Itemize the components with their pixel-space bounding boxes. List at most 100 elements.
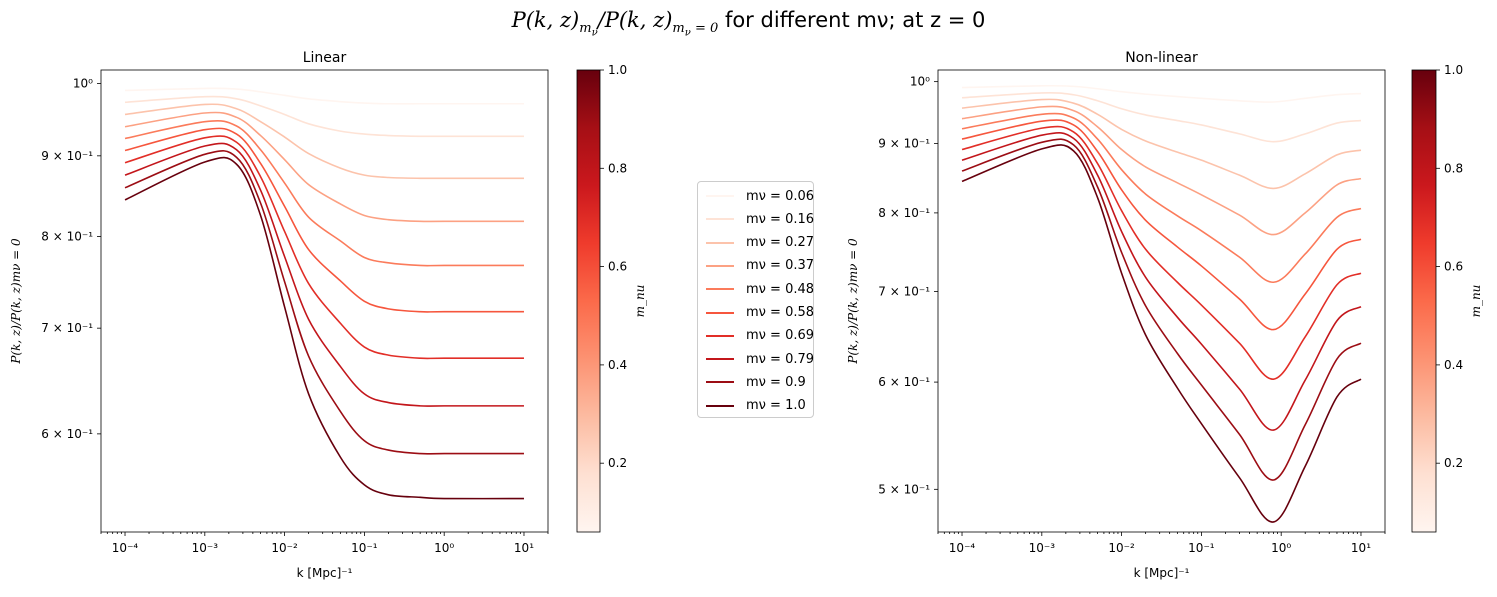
series-line-mnu-0.69 bbox=[961, 125, 1362, 380]
y-tick-label: 8 × 10⁻¹ bbox=[878, 206, 930, 220]
y-tick-label: 9 × 10⁻¹ bbox=[878, 137, 930, 151]
colorbar-nonlinear: 0.2 0.4 0.6 0.8 1.0 m_nu bbox=[1411, 63, 1483, 533]
y-axis-label: P(k, z)/P(k, z)mν = 0 bbox=[9, 238, 23, 365]
legend-item: mν = 0.06 bbox=[706, 186, 814, 206]
series-line-mnu-0.79 bbox=[124, 142, 524, 407]
legend-label: mν = 0.27 bbox=[746, 235, 815, 251]
legend: mν = 0.06 mν = 0.16 mν = 0.27 mν = 0.37 mν =… bbox=[697, 181, 814, 418]
axes-title: Non-linear bbox=[1125, 50, 1198, 66]
series-line-mnu-0.58 bbox=[961, 119, 1362, 331]
legend-item: mν = 0.79 bbox=[706, 349, 814, 369]
colorbar-tick-label: 0.8 bbox=[1444, 161, 1463, 175]
colorbar-tick-label: 0.4 bbox=[1444, 358, 1463, 372]
series-line-mnu-0.16 bbox=[124, 95, 524, 138]
x-tick-label: 10⁰ bbox=[434, 541, 454, 555]
y-tick-label: 10⁰ bbox=[910, 75, 930, 89]
x-axis-label: k [Mpc]⁻¹ bbox=[1134, 566, 1190, 580]
x-tick-label: 10⁻³ bbox=[192, 541, 219, 555]
y-tick-label: 8 × 10⁻¹ bbox=[41, 230, 93, 244]
x-tick-label: 10⁻² bbox=[271, 541, 298, 555]
legend-label: mν = 0.69 bbox=[746, 328, 815, 344]
legend-item: mν = 0.69 bbox=[706, 326, 814, 346]
series-line-mnu-0.37 bbox=[124, 111, 524, 223]
legend-item: mν = 1.0 bbox=[706, 396, 806, 416]
series-line-mnu-0.9 bbox=[961, 138, 1362, 481]
colorbar-tick-label: 0.6 bbox=[1444, 260, 1463, 274]
axes-linear: 10⁻⁴ 10⁻³ 10⁻² 10⁻¹ 10⁰ 10¹ 6 × 10⁻¹ 7 × 10⁻¹ 8 … bbox=[9, 50, 549, 580]
legend-swatch bbox=[706, 334, 734, 337]
x-tick-label: 10¹ bbox=[514, 541, 534, 555]
colorbar-tick-label: 0.2 bbox=[608, 456, 627, 470]
series-line-mnu-0.9 bbox=[124, 150, 524, 455]
legend-swatch bbox=[706, 264, 734, 267]
legend-swatch bbox=[706, 404, 734, 407]
colorbar-tick-label: 0.2 bbox=[1444, 456, 1463, 470]
colorbar-tick-label: 0.6 bbox=[608, 260, 627, 274]
legend-item: mν = 0.37 bbox=[706, 256, 814, 276]
x-tick-label: 10⁻⁴ bbox=[112, 541, 139, 555]
x-tick-label: 10⁻³ bbox=[1029, 541, 1056, 555]
legend-label: mν = 0.79 bbox=[746, 351, 815, 367]
legend-swatch bbox=[706, 381, 734, 384]
legend-label: mν = 0.16 bbox=[746, 211, 815, 227]
colorbar-label: m_nu bbox=[633, 285, 647, 318]
figure-title-text: for different mν; at z = 0 bbox=[724, 8, 986, 32]
axes-frame bbox=[100, 69, 549, 533]
series-line-mnu-0.48 bbox=[124, 119, 524, 267]
colorbar-tick-label: 1.0 bbox=[1444, 63, 1463, 77]
series-line-mnu-0.58 bbox=[124, 127, 524, 313]
series-line-mnu-0.06 bbox=[124, 87, 524, 105]
legend-label: mν = 0.06 bbox=[746, 188, 815, 204]
series-line-mnu-0.37 bbox=[961, 105, 1362, 236]
legend-swatch bbox=[706, 288, 734, 291]
y-tick-label: 6 × 10⁻¹ bbox=[878, 375, 930, 389]
series-line-mnu-0.79 bbox=[961, 132, 1362, 431]
legend-item: mν = 0.58 bbox=[706, 303, 814, 323]
x-tick-label: 10⁻² bbox=[1108, 541, 1135, 555]
y-tick-label: 10⁰ bbox=[73, 77, 93, 91]
y-tick-label: 6 × 10⁻¹ bbox=[41, 427, 93, 441]
axes-nonlinear: 10⁻⁴ 10⁻³ 10⁻² 10⁻¹ 10⁰ 10¹ 5 × 10⁻¹ 6 × 10⁻¹ 7 … bbox=[846, 50, 1386, 580]
series-line-mnu-0.69 bbox=[124, 135, 524, 360]
x-tick-label: 10⁰ bbox=[1271, 541, 1291, 555]
y-tick-label: 7 × 10⁻¹ bbox=[878, 284, 930, 298]
colorbar-tick-label: 0.8 bbox=[608, 161, 627, 175]
series-line-mnu-0.16 bbox=[961, 92, 1362, 143]
y-tick-label: 9 × 10⁻¹ bbox=[41, 149, 93, 163]
colorbar-tick-label: 0.4 bbox=[608, 358, 627, 372]
figure-title: P(k, z)mν/P(k, z)mν = 0 for different mν… bbox=[0, 8, 1497, 39]
x-tick-label: 10⁻¹ bbox=[351, 541, 378, 555]
legend-swatch bbox=[706, 358, 734, 361]
colorbar-linear: 0.2 0.4 0.6 0.8 1.0 m_nu bbox=[576, 63, 647, 533]
legend-label: mν = 1.0 bbox=[746, 398, 806, 414]
legend-label: mν = 0.9 bbox=[746, 374, 806, 390]
series-group bbox=[961, 84, 1362, 523]
series-line-mnu-1 bbox=[124, 156, 524, 500]
legend-item: mν = 0.16 bbox=[706, 209, 814, 229]
legend-item: mν = 0.48 bbox=[706, 279, 814, 299]
x-tick-label: 10⁻⁴ bbox=[949, 541, 976, 555]
series-line-mnu-1 bbox=[961, 144, 1362, 523]
series-line-mnu-0.48 bbox=[961, 112, 1362, 284]
legend-swatch bbox=[706, 311, 734, 314]
legend-label: mν = 0.58 bbox=[746, 305, 815, 320]
colorbar-tick-label: 1.0 bbox=[608, 63, 627, 77]
colorbar-label: m_nu bbox=[1469, 285, 1483, 318]
axes-title: Linear bbox=[303, 50, 347, 66]
y-tick-label: 5 × 10⁻¹ bbox=[878, 482, 930, 496]
legend-item: mν = 0.27 bbox=[706, 233, 814, 253]
legend-item: mν = 0.9 bbox=[706, 372, 806, 392]
figure-title-ratio: P(k, z)mν/P(k, z)mν = 0 bbox=[511, 8, 719, 39]
axes-frame bbox=[937, 69, 1386, 533]
legend-swatch bbox=[706, 241, 734, 244]
colorbar-gradient bbox=[1411, 69, 1437, 533]
series-line-mnu-0.06 bbox=[962, 84, 1362, 103]
series-line-mnu-0.27 bbox=[124, 103, 524, 180]
legend-swatch bbox=[706, 195, 734, 197]
series-line-mnu-0.27 bbox=[961, 98, 1362, 190]
colorbar-gradient bbox=[576, 69, 601, 533]
series-group bbox=[124, 87, 524, 500]
legend-label: mν = 0.48 bbox=[746, 281, 815, 297]
x-tick-label: 10¹ bbox=[1351, 541, 1371, 555]
